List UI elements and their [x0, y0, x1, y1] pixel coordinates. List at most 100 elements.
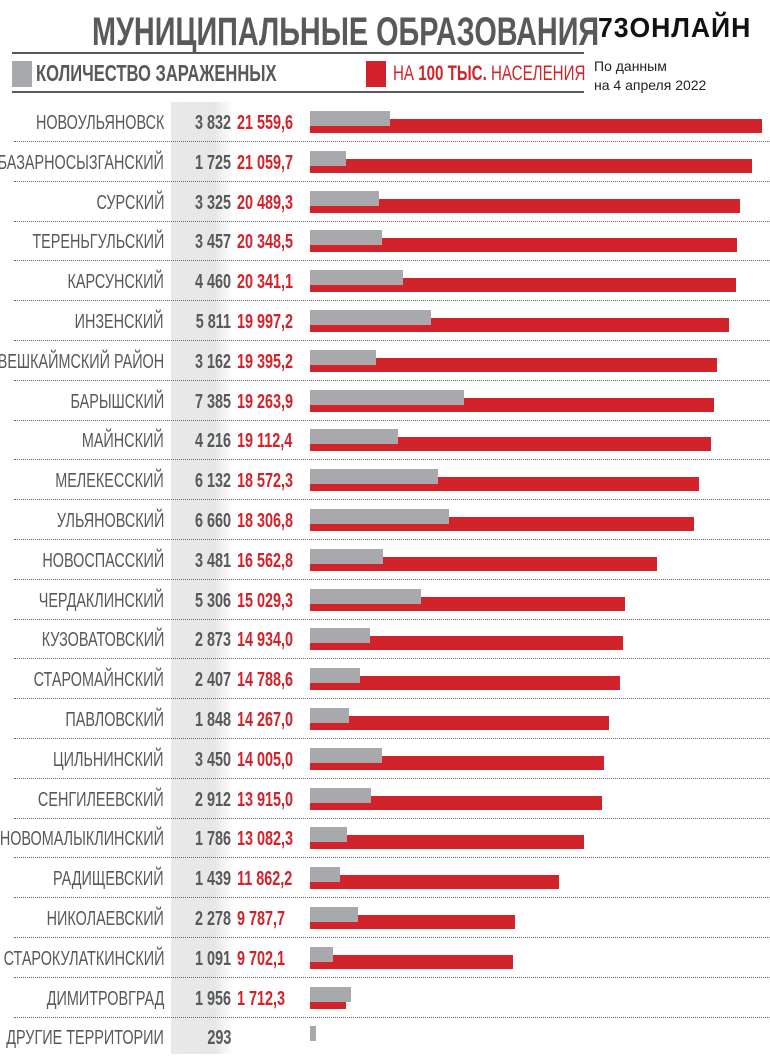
- row-divider: [14, 539, 770, 540]
- category-label: КАРСУНСКИЙ: [67, 271, 164, 294]
- bar-per-100k: [310, 795, 602, 810]
- legend-label-infected: КОЛИЧЕСТВО ЗАРАЖЕННЫХ: [36, 60, 277, 86]
- bar-per-100k: [310, 636, 624, 651]
- category-label: НОВОМАЛЫКЛИНСКИЙ: [0, 828, 164, 851]
- infected-value-label: 4 460: [194, 271, 231, 294]
- date-line-2: на 4 апреля 2022: [594, 77, 707, 93]
- bar-infected: [310, 827, 348, 843]
- row-divider: [14, 379, 770, 381]
- per-100k-value-label: 1 712,3: [237, 987, 286, 1010]
- infected-value-label: 1 091: [194, 947, 231, 970]
- chart-row: ДРУГИЕ ТЕРРИТОРИИ 293: [0, 1017, 770, 1057]
- row-divider: [14, 738, 770, 739]
- legend-swatch-per-100k: [366, 61, 386, 87]
- per-100k-value-label: 16 562,8: [237, 549, 294, 572]
- chart-row: МЕЛЕКЕССКИЙ 6 132 18 572,3: [0, 460, 770, 501]
- row-divider: [14, 897, 770, 899]
- row-divider: [14, 180, 770, 182]
- row-divider: [14, 817, 770, 819]
- chart-row: УЛЬЯНОВСКИЙ 6 660 18 306,8: [0, 500, 770, 540]
- category-label: СУРСКИЙ: [95, 191, 164, 214]
- legend-post: НАСЕЛЕНИЯ: [486, 62, 586, 85]
- category-label: МАЙНСКИЙ: [82, 430, 164, 453]
- bar-infected: [310, 469, 439, 485]
- chart-row: СЕНГИЛЕЕВСКИЙ 2 912 13 915,0: [0, 779, 770, 819]
- chart-row: ПАВЛОВСКИЙ 1 848 14 267,0: [0, 699, 770, 739]
- category-label: ЦИЛЬНИНСКИЙ: [53, 748, 164, 771]
- bar-infected: [310, 668, 361, 684]
- per-100k-value-label: 21 559,6: [237, 112, 294, 134]
- legend-label-per-100k: НА 100 ТЫС. НАСЕЛЕНИЯ: [393, 62, 585, 86]
- category-label: ИНЗЕНСКИЙ: [75, 311, 164, 333]
- infected-value-label: 1 725: [194, 151, 231, 174]
- chart-row: НИКОЛАЕВСКИЙ 2 278 9 787,7: [0, 898, 770, 938]
- category-label: ДРУГИЕ ТЕРРИТОРИИ: [6, 1027, 164, 1050]
- infected-value-label: 3 162: [194, 350, 231, 373]
- bar-infected: [310, 190, 380, 206]
- category-label: ВЕШКАЙМСКИЙ РАЙОН: [0, 350, 164, 373]
- bar-infected: [310, 867, 341, 883]
- per-100k-value-label: 14 267,0: [237, 709, 294, 731]
- infected-value-label: 3 832: [194, 112, 231, 134]
- category-label: БАРЫШСКИЙ: [70, 390, 164, 413]
- row-divider: [14, 260, 770, 262]
- bar-per-100k: [310, 158, 752, 173]
- category-label: МЕЛЕКЕССКИЙ: [55, 470, 164, 493]
- chart-row: БАРЫШСКИЙ 7 385 19 263,9: [0, 381, 770, 421]
- chart-row: НОВОМАЛЫКЛИНСКИЙ 1 786 13 082,3: [0, 818, 770, 859]
- infected-value-label: 4 216: [194, 430, 231, 453]
- bar-per-100k: [310, 835, 585, 850]
- chart-row: РАДИЩЕВСКИЙ 1 439 11 862,2: [0, 858, 770, 899]
- chart-row: ВЕШКАЙМСКИЙ РАЙОН 3 162 19 395,2: [0, 341, 770, 381]
- chart-row: ЦИЛЬНИНСКИЙ 3 450 14 005,0: [0, 739, 770, 779]
- chart-row: СТАРОКУЛАТКИНСКИЙ 1 091 9 702,1: [0, 938, 770, 978]
- per-100k-value-label: 11 862,2: [237, 868, 293, 891]
- bar-infected: [310, 509, 450, 524]
- category-label: НИКОЛАЕВСКИЙ: [46, 908, 164, 930]
- chart-row: БАЗАРНОСЫЗГАНСКИЙ 1 725 21 059,7: [0, 142, 770, 182]
- chart-row: ДИМИТРОВГРАД 1 956 1 712,3: [0, 978, 770, 1018]
- row-divider: [14, 141, 770, 142]
- divider-top: [12, 52, 584, 54]
- category-label: СТАРОКУЛАТКИНСКИЙ: [3, 947, 164, 970]
- infected-value-label: 1 956: [194, 987, 231, 1010]
- per-100k-value-label: 13 082,3: [237, 828, 294, 851]
- row-divider: [14, 459, 770, 461]
- per-100k-value-label: 21 059,7: [237, 151, 294, 174]
- bar-per-100k: [310, 556, 658, 571]
- infected-value-label: 1 439: [194, 868, 231, 891]
- per-100k-value-label: 20 489,3: [237, 191, 294, 214]
- row-divider: [14, 976, 770, 978]
- logo: 73ОНЛАЙН: [598, 12, 752, 43]
- chart-row: НОВОУЛЬЯНОВСК 3 832 21 559,6: [0, 102, 770, 142]
- infected-value-label: 7 385: [194, 390, 231, 413]
- chart-row: ИНЗЕНСКИЙ 5 811 19 997,2: [0, 301, 770, 341]
- bar-per-100k: [310, 875, 559, 890]
- infected-value-label: 5 811: [195, 311, 231, 333]
- page-title: МУНИЦИПАЛЬНЫЕ ОБРАЗОВАНИЯ: [92, 10, 600, 54]
- per-100k-value-label: 19 112,4: [237, 430, 293, 453]
- per-100k-value-label: 19 395,2: [237, 350, 294, 373]
- date-line-1: По данным: [594, 58, 667, 74]
- category-label: НОВОУЛЬЯНОВСК: [35, 112, 164, 134]
- date-note: По данным на 4 апреля 2022: [594, 57, 706, 95]
- bar-infected: [310, 150, 346, 166]
- bar-infected: [310, 270, 404, 286]
- bar-per-100k: [310, 119, 762, 133]
- per-100k-value-label: 20 348,5: [237, 231, 294, 254]
- infected-value-label: 2 912: [194, 788, 231, 811]
- bar-infected: [310, 111, 390, 126]
- infected-value-label: 3 325: [194, 191, 231, 214]
- per-100k-value-label: 13 915,0: [237, 788, 294, 811]
- row-divider: [14, 857, 770, 859]
- bar-infected: [310, 708, 349, 723]
- infected-value-label: 293: [206, 1027, 231, 1050]
- category-label: ТЕРЕНЬГУЛЬСКИЙ: [31, 231, 164, 254]
- bar-per-100k: [310, 437, 711, 452]
- divider-legend: [12, 91, 584, 93]
- legend-swatch-infected: [12, 61, 32, 87]
- bar-infected: [310, 389, 465, 405]
- bar-per-100k: [310, 716, 610, 730]
- bar-infected: [310, 946, 333, 962]
- infected-value-label: 1 786: [194, 828, 231, 851]
